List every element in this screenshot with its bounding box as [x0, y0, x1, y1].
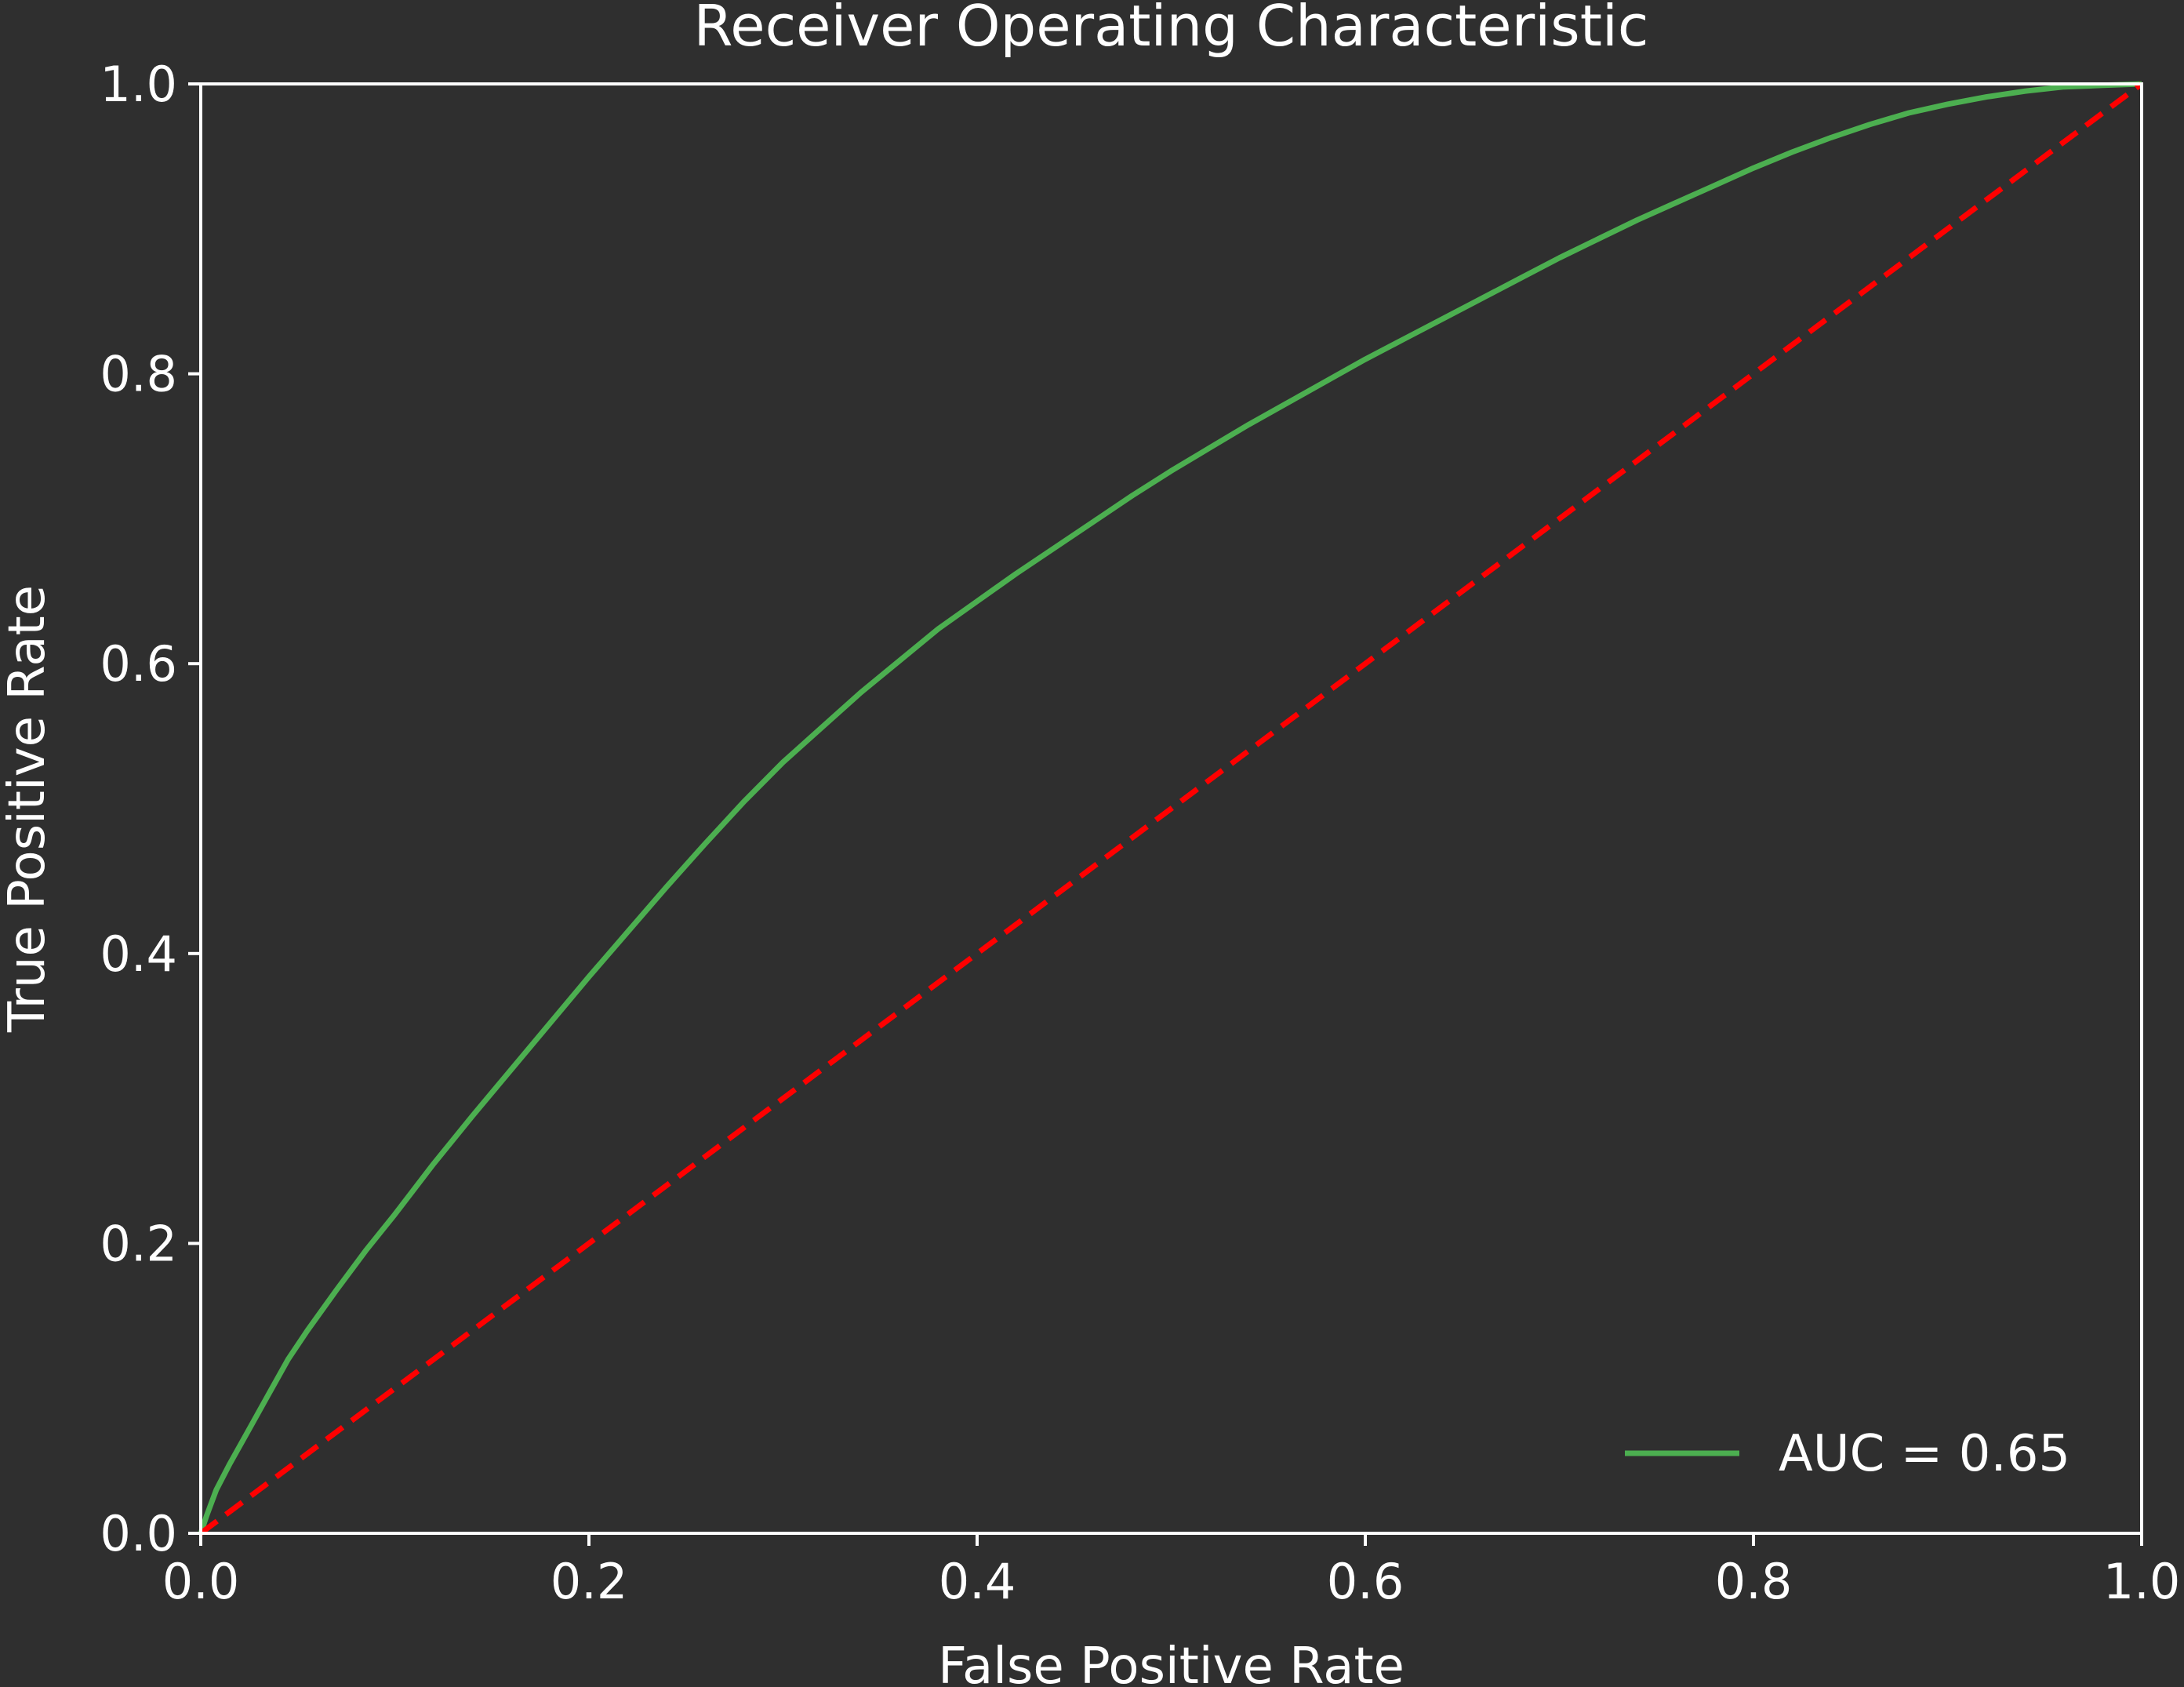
- y-tick-label: 0.2: [100, 1215, 177, 1272]
- y-tick-label: 0.4: [100, 925, 177, 983]
- plot-area: [198, 81, 2144, 1536]
- y-tick-label: 1.0: [100, 56, 177, 113]
- x-tick-label: 0.4: [939, 1553, 1016, 1610]
- y-axis-title: True Positive Rate: [0, 585, 56, 1033]
- x-tick-label: 0.0: [162, 1553, 240, 1610]
- x-tick-label: 1.0: [2103, 1553, 2181, 1610]
- roc-curve-line: [198, 81, 2142, 1535]
- x-axis-title: False Positive Rate: [938, 1638, 1405, 1687]
- y-tick-label: 0.0: [100, 1505, 177, 1562]
- x-tick-label: 0.8: [1715, 1553, 1793, 1610]
- chart-title: Receiver Operating Characteristic: [693, 0, 1648, 59]
- x-tick-label: 0.6: [1327, 1553, 1405, 1610]
- y-axis-ticks: 0.0 0.2 0.4 0.6 0.8 1.0: [100, 56, 201, 1562]
- y-tick-label: 0.6: [100, 635, 177, 693]
- legend-label-roc: AUC = 0.65: [1779, 1425, 2070, 1483]
- axes-frame: [199, 82, 2143, 1535]
- chance-line: [198, 82, 2144, 1536]
- legend: AUC = 0.65: [1625, 1425, 2070, 1483]
- x-tick-label: 0.2: [551, 1553, 628, 1610]
- y-tick-label: 0.8: [100, 346, 177, 403]
- x-axis-ticks: 0.0 0.2 0.4 0.6 0.8 1.0: [162, 1533, 2181, 1610]
